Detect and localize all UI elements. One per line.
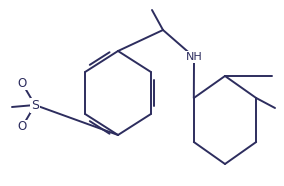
Text: O: O [17,76,27,89]
Text: NH: NH [186,52,202,62]
Text: O: O [17,121,27,134]
Text: S: S [31,99,39,111]
